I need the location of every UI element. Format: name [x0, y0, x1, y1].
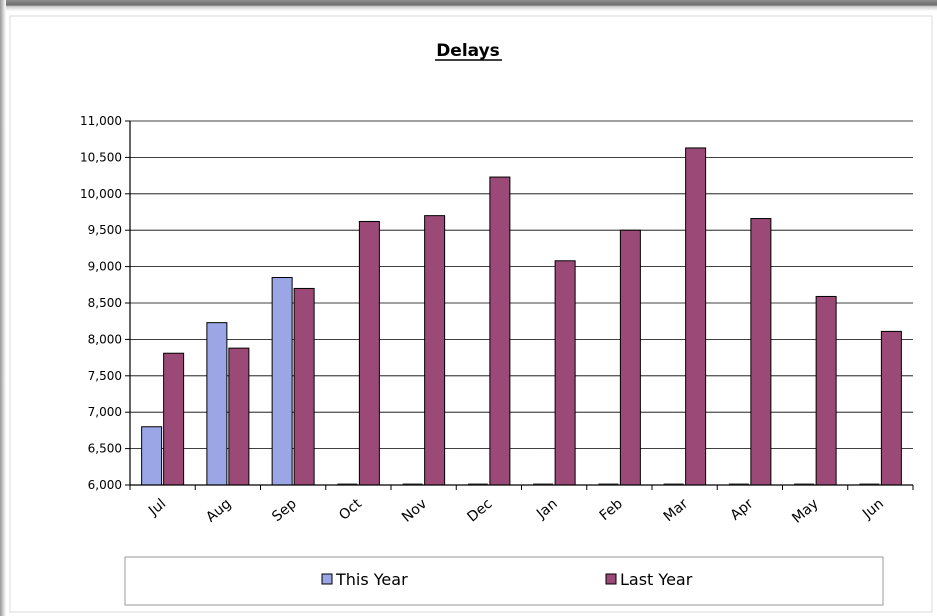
- y-tick-label: 10,000: [80, 187, 122, 201]
- bar-last-year: [228, 347, 250, 486]
- window-top-border: [0, 0, 937, 11]
- bar-last-year: [815, 295, 837, 486]
- bar-last-year: [554, 260, 576, 486]
- gridlines: [125, 120, 913, 486]
- bar-empty-this-year: [598, 483, 619, 485]
- y-tick-label: 7,000: [88, 405, 122, 419]
- bar-empty-this-year: [794, 483, 815, 485]
- legend-box: [124, 556, 884, 606]
- bar-this-year: [271, 277, 293, 486]
- y-tick-label: 6,500: [88, 442, 122, 456]
- bar-last-year: [619, 229, 641, 486]
- legend-label-this-year: This Year: [335, 570, 408, 589]
- y-tick-label: 7,500: [88, 369, 122, 383]
- bar-empty-this-year: [728, 483, 749, 485]
- y-tick-label: 9,500: [88, 223, 122, 237]
- bar-empty-this-year: [859, 483, 880, 485]
- bar-last-year: [293, 287, 315, 486]
- bars: [141, 147, 902, 486]
- bar-empty-this-year: [402, 483, 423, 485]
- bar-last-year: [880, 330, 902, 486]
- y-tick-label: 9,000: [88, 260, 122, 274]
- legend-swatch-this-year: [321, 573, 333, 585]
- bar-last-year: [489, 176, 511, 486]
- y-tick-label: 6,000: [88, 478, 122, 492]
- chart-area-border: [9, 15, 933, 613]
- axes: [129, 121, 914, 490]
- bar-empty-this-year: [467, 483, 488, 485]
- y-tick-label: 8,500: [88, 296, 122, 310]
- bar-empty-this-year: [663, 483, 684, 485]
- legend-label-last-year: Last Year: [620, 570, 693, 589]
- bar-last-year: [424, 215, 446, 486]
- bar-last-year: [358, 220, 380, 486]
- legend-swatch-last-year: [605, 573, 617, 585]
- y-tick-label: 8,000: [88, 332, 122, 346]
- window-left-border: [0, 0, 6, 616]
- y-tick-label: 11,000: [80, 114, 122, 128]
- bar-last-year: [163, 352, 185, 486]
- bar-this-year: [141, 426, 163, 486]
- bar-this-year: [206, 322, 228, 486]
- bar-last-year: [685, 147, 707, 486]
- bar-empty-this-year: [337, 483, 358, 485]
- chart-title: Delays: [436, 41, 500, 61]
- y-tick-label: 10,500: [80, 150, 122, 164]
- bar-empty-this-year: [533, 483, 554, 485]
- y-tick-labels: 6,000 6,500 7,000 7,500 8,000 8,500 9,000 9,500…: [80, 114, 122, 492]
- bar-last-year: [750, 218, 772, 486]
